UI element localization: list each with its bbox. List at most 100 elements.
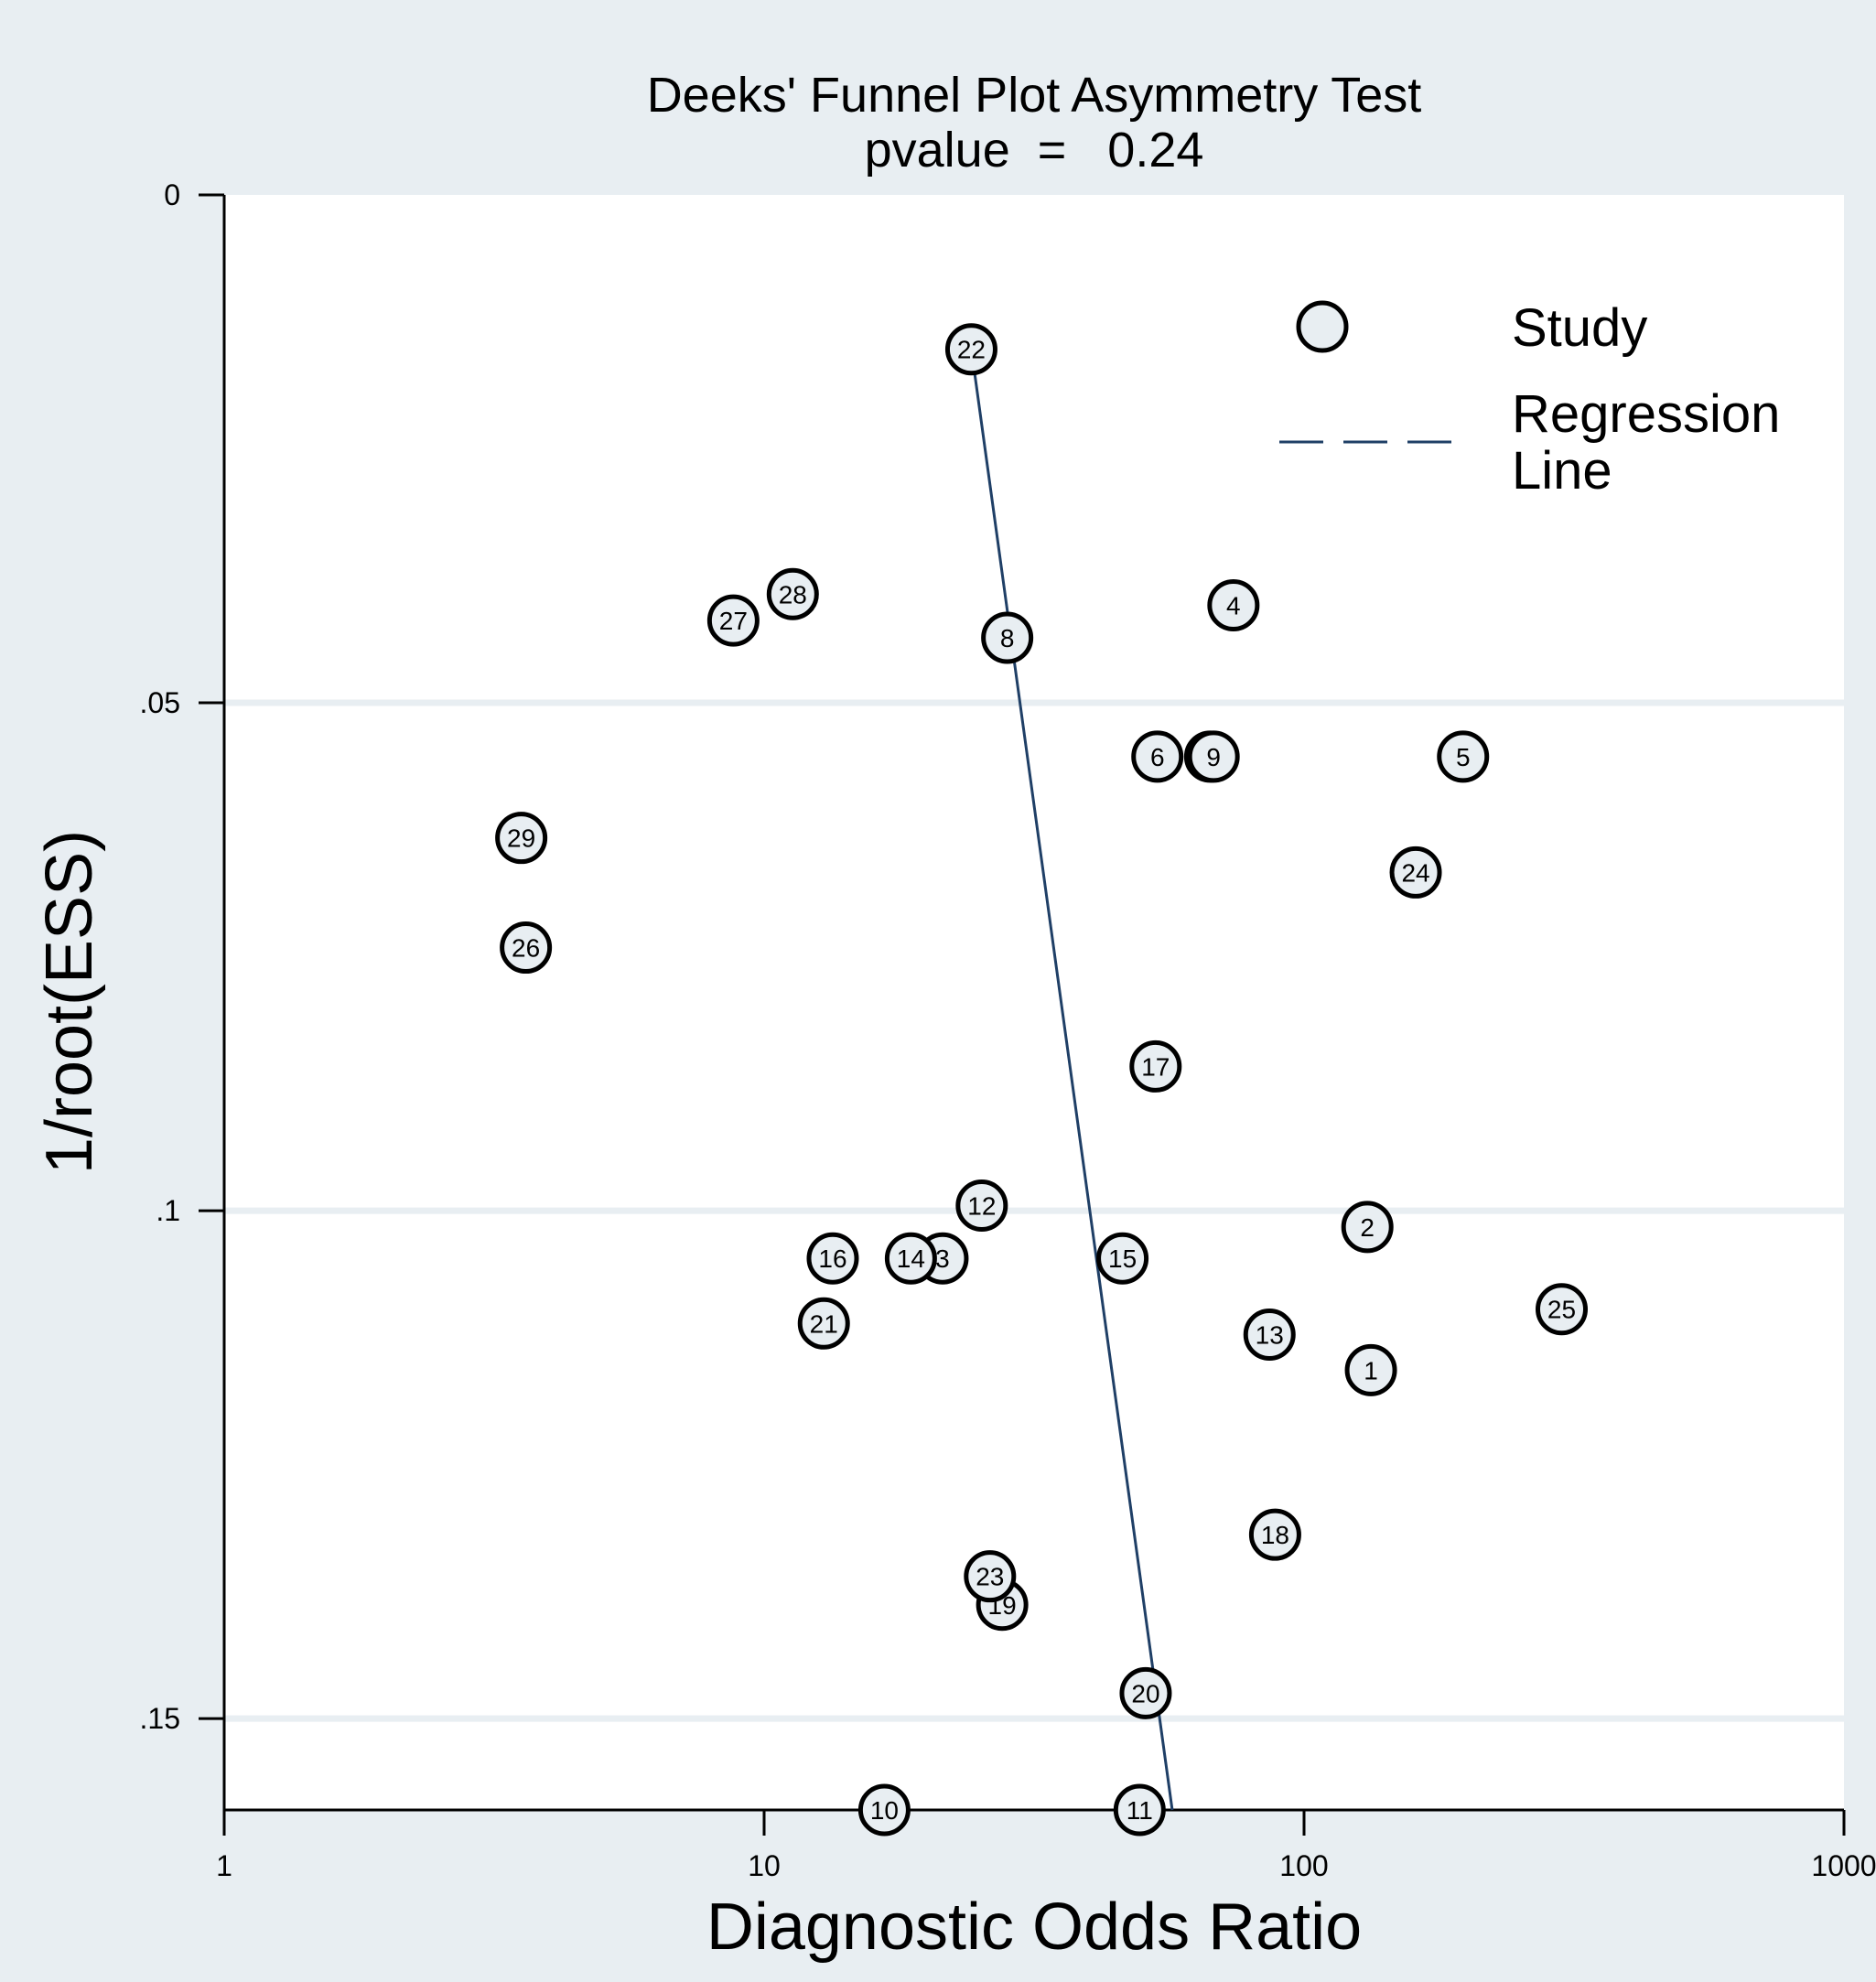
study-label: 29 — [507, 824, 535, 853]
study-label: 13 — [1256, 1320, 1284, 1349]
study-label: 5 — [1456, 743, 1471, 771]
study-label: 17 — [1141, 1052, 1170, 1081]
study-point: 22 — [944, 323, 997, 376]
study-point: 6 — [1131, 730, 1184, 783]
study-marker — [1536, 1283, 1589, 1336]
study-label: 10 — [870, 1796, 899, 1825]
legend-study-marker — [1296, 300, 1349, 353]
legend: Study Regression Line — [1279, 298, 1780, 501]
study-label: 4 — [1226, 591, 1241, 619]
study-point: 14 — [884, 1232, 937, 1285]
study-point: 29 — [495, 812, 548, 865]
x-axis-title: Diagnostic Odds Ratio — [706, 1890, 1362, 1964]
legend-study-label: Study — [1512, 298, 1647, 358]
study-marker — [857, 1783, 911, 1837]
study-label: 3 — [935, 1244, 950, 1273]
study-point: 28 — [766, 567, 819, 620]
regression-line-layer — [969, 349, 1174, 1811]
study-marker — [1187, 730, 1240, 783]
y-tick-label: .1 — [156, 1194, 180, 1227]
study-marker — [1341, 1201, 1394, 1254]
axes — [199, 193, 1846, 1836]
study-label: 26 — [512, 934, 540, 963]
study-marker — [766, 567, 819, 620]
study-point: 13 — [1243, 1308, 1296, 1361]
study-label: 28 — [779, 580, 807, 609]
study-label: 27 — [719, 607, 748, 635]
tick-labels: 0 .05 .1 .15 1 10 100 1000 — [140, 178, 1876, 1882]
x-tick-label: 1000 — [1811, 1849, 1876, 1882]
study-marker — [1119, 1666, 1172, 1719]
study-marker — [1437, 730, 1490, 783]
study-point: 26 — [500, 921, 553, 975]
study-point: 10 — [857, 1783, 911, 1837]
study-label: 16 — [818, 1244, 846, 1273]
study-marker — [981, 611, 1034, 664]
study-marker — [706, 594, 760, 647]
study-point: 25 — [1536, 1283, 1589, 1336]
study-point: 1 — [1344, 1343, 1397, 1396]
x-tick-label: 1 — [216, 1849, 232, 1882]
study-point: 23 — [964, 1550, 1017, 1603]
study-label: 21 — [810, 1309, 838, 1338]
study-label: 9 — [1206, 743, 1221, 771]
study-marker — [955, 1180, 1008, 1233]
study-marker — [1096, 1232, 1149, 1285]
study-marker — [944, 323, 997, 376]
study-point: 11 — [1113, 1783, 1166, 1837]
study-label: 11 — [1127, 1796, 1153, 1825]
study-point: 18 — [1248, 1508, 1301, 1561]
study-label: 23 — [976, 1563, 1004, 1591]
study-label: 18 — [1261, 1521, 1289, 1549]
y-tick-label: .05 — [140, 686, 180, 719]
study-point: 27 — [706, 594, 760, 647]
study-marker — [1131, 730, 1184, 783]
study-point: 12 — [955, 1180, 1008, 1233]
study-label: 12 — [967, 1192, 996, 1221]
study-marker — [500, 921, 553, 975]
plot-area — [224, 195, 1844, 1810]
y-axis-title: 1/root(ESS) — [33, 830, 106, 1174]
study-point: 16 — [806, 1232, 859, 1285]
study-points: 1234567891011121314151617181920212223242… — [495, 323, 1589, 1837]
study-point: 8 — [981, 611, 1034, 664]
study-label: 8 — [1000, 624, 1015, 652]
x-tick-label: 100 — [1279, 1849, 1328, 1882]
study-marker — [1344, 1343, 1397, 1396]
grid-lines — [224, 699, 1844, 1722]
study-marker — [1207, 578, 1260, 631]
study-point: 5 — [1437, 730, 1490, 783]
chart-subtitle: pvalue = 0.24 — [865, 123, 1204, 178]
study-marker — [1129, 1039, 1182, 1093]
legend-regression-label: Regression Line — [1512, 384, 1780, 501]
study-point: 4 — [1207, 578, 1260, 631]
study-label: 14 — [897, 1244, 925, 1273]
study-point: 17 — [1129, 1039, 1182, 1093]
study-marker — [884, 1232, 937, 1285]
study-point: 24 — [1389, 846, 1442, 899]
study-label: 22 — [957, 336, 986, 364]
x-tick-label: 10 — [748, 1849, 781, 1882]
study-point: 21 — [797, 1297, 850, 1350]
y-tick-label: 0 — [164, 178, 180, 211]
study-marker — [806, 1232, 859, 1285]
study-label: 6 — [1150, 743, 1165, 771]
study-marker — [1389, 846, 1442, 899]
legend-regression-label-line: Line — [1512, 441, 1612, 501]
study-label: 15 — [1108, 1244, 1137, 1273]
legend-regression-label-line: Regression — [1512, 384, 1780, 444]
study-label: 20 — [1131, 1679, 1159, 1707]
study-marker — [1243, 1308, 1296, 1361]
study-label: 24 — [1401, 858, 1429, 887]
y-tick-label: .15 — [140, 1702, 180, 1735]
study-marker — [1248, 1508, 1301, 1561]
study-marker — [797, 1297, 850, 1350]
study-label: 2 — [1360, 1213, 1375, 1242]
study-label: 1 — [1364, 1356, 1378, 1384]
study-marker — [1113, 1783, 1166, 1837]
study-marker — [964, 1550, 1017, 1603]
study-point: 9 — [1187, 730, 1240, 783]
chart-title: Deeks' Funnel Plot Asymmetry Test — [647, 68, 1422, 123]
